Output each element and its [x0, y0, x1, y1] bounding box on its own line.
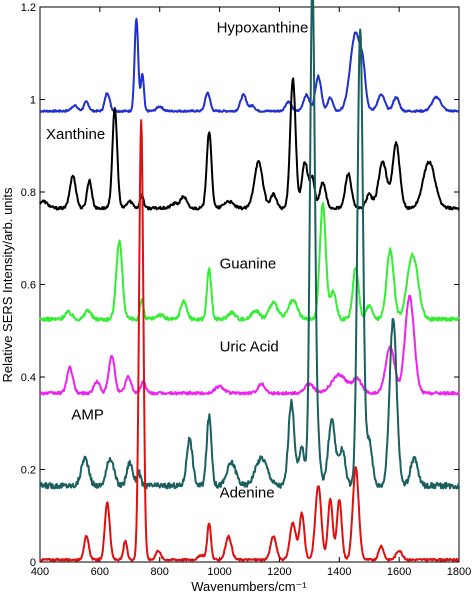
y-tick-label: 1.2	[21, 2, 36, 14]
x-tick-label: 600	[91, 566, 109, 578]
y-tick-label: 0.2	[21, 465, 36, 477]
x-tick-label: 800	[151, 566, 169, 578]
y-tick-label: 0.8	[21, 187, 36, 199]
x-tick-label: 1000	[207, 566, 231, 578]
series-label: Hypoxanthine	[217, 19, 309, 36]
axis-ticks	[40, 7, 459, 562]
x-tick-label: 1200	[267, 566, 291, 578]
y-tick-label: 0.6	[21, 280, 36, 292]
y-tick-label: 1	[30, 95, 36, 107]
series-label: Adenine	[220, 484, 275, 501]
y-tick-label: 0	[30, 557, 36, 569]
series-label-layer: Hypoxanthine Xanthine Guanine Uric Acid AMP A…	[46, 19, 308, 501]
series-label: AMP	[71, 407, 104, 424]
series-label: Uric Acid	[220, 339, 279, 356]
series-label: Xanthine	[46, 126, 105, 143]
x-tick-label: 1600	[387, 566, 411, 578]
series-label: Guanine	[220, 255, 277, 272]
plot-frame	[40, 7, 459, 562]
x-tick-label: 1400	[327, 566, 351, 578]
y-tick-label: 0.4	[21, 372, 36, 384]
y-axis-title: Relative SERS Intensity/arb. units	[0, 187, 15, 383]
series-layer	[40, 0, 459, 561]
x-axis-title: Wavenumbers/cm⁻¹	[191, 579, 307, 594]
x-tick-label: 1800	[447, 566, 471, 578]
